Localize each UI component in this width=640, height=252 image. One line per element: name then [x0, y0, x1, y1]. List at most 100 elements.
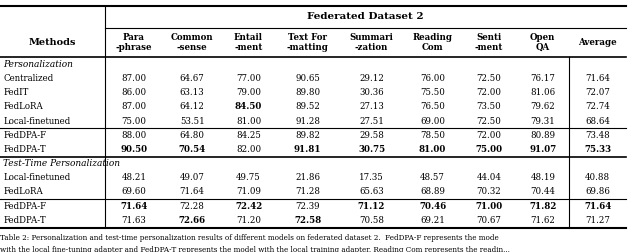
Text: 81.00: 81.00: [236, 116, 261, 125]
Text: 76.50: 76.50: [420, 102, 445, 111]
Text: FedDPA-T: FedDPA-T: [3, 145, 46, 154]
Text: Local-finetuned: Local-finetuned: [3, 116, 70, 125]
Text: 71.82: 71.82: [529, 202, 557, 211]
Text: 84.50: 84.50: [235, 102, 262, 111]
Text: 71.12: 71.12: [358, 202, 385, 211]
Text: Test-Time Personalization: Test-Time Personalization: [3, 159, 120, 168]
Text: 91.07: 91.07: [529, 145, 556, 154]
Text: 72.58: 72.58: [294, 216, 321, 225]
Text: FedDPA-T: FedDPA-T: [3, 216, 46, 225]
Text: 73.48: 73.48: [586, 131, 610, 140]
Text: 69.86: 69.86: [586, 187, 610, 197]
Text: 72.66: 72.66: [179, 216, 205, 225]
Text: 91.81: 91.81: [294, 145, 321, 154]
Text: Summari
-zation: Summari -zation: [349, 33, 394, 52]
Text: Federated Dataset 2: Federated Dataset 2: [307, 12, 424, 21]
Text: 73.50: 73.50: [477, 102, 501, 111]
Text: 68.89: 68.89: [420, 187, 445, 197]
Text: 81.06: 81.06: [531, 88, 556, 97]
Text: 48.21: 48.21: [122, 173, 147, 182]
Text: 89.82: 89.82: [295, 131, 320, 140]
Text: FedLoRA: FedLoRA: [3, 187, 43, 197]
Text: 72.39: 72.39: [296, 202, 320, 211]
Text: Local-finetuned: Local-finetuned: [3, 173, 70, 182]
Text: 70.67: 70.67: [476, 216, 501, 225]
Text: 40.88: 40.88: [585, 173, 611, 182]
Text: 89.52: 89.52: [295, 102, 320, 111]
Text: 71.00: 71.00: [476, 202, 502, 211]
Text: 72.00: 72.00: [476, 131, 501, 140]
Text: 89.80: 89.80: [295, 88, 320, 97]
Text: Methods: Methods: [29, 38, 76, 47]
Text: 71.64: 71.64: [120, 202, 148, 211]
Text: 29.58: 29.58: [359, 131, 384, 140]
Text: Open
QA: Open QA: [530, 33, 556, 52]
Text: 79.31: 79.31: [531, 116, 555, 125]
Text: 76.00: 76.00: [420, 74, 445, 83]
Text: 64.80: 64.80: [180, 131, 205, 140]
Text: 70.46: 70.46: [419, 202, 446, 211]
Text: 75.00: 75.00: [476, 145, 502, 154]
Text: 65.63: 65.63: [359, 187, 384, 197]
Text: 82.00: 82.00: [236, 145, 261, 154]
Text: 70.32: 70.32: [477, 187, 501, 197]
Text: Entail
-ment: Entail -ment: [234, 33, 263, 52]
Text: 64.12: 64.12: [180, 102, 205, 111]
Text: 88.00: 88.00: [122, 131, 147, 140]
Text: 68.64: 68.64: [586, 116, 610, 125]
Text: 72.74: 72.74: [586, 102, 610, 111]
Text: 70.44: 70.44: [531, 187, 556, 197]
Text: 70.58: 70.58: [359, 216, 384, 225]
Text: 72.07: 72.07: [586, 88, 610, 97]
Text: 17.35: 17.35: [359, 173, 384, 182]
Text: 79.62: 79.62: [531, 102, 555, 111]
Text: 72.42: 72.42: [235, 202, 262, 211]
Text: 90.65: 90.65: [295, 74, 320, 83]
Text: 71.64: 71.64: [586, 74, 610, 83]
Text: 75.00: 75.00: [122, 116, 147, 125]
Text: 44.04: 44.04: [476, 173, 501, 182]
Text: 71.64: 71.64: [584, 202, 611, 211]
Text: 81.00: 81.00: [419, 145, 446, 154]
Text: 48.19: 48.19: [531, 173, 556, 182]
Text: 70.54: 70.54: [179, 145, 206, 154]
Text: 71.62: 71.62: [531, 216, 556, 225]
Text: 69.00: 69.00: [420, 116, 445, 125]
Text: FedLoRA: FedLoRA: [3, 102, 43, 111]
Text: 27.51: 27.51: [359, 116, 384, 125]
Text: 69.60: 69.60: [122, 187, 147, 197]
Text: Text For
-matting: Text For -matting: [287, 33, 329, 52]
Text: 27.13: 27.13: [359, 102, 384, 111]
Text: 86.00: 86.00: [122, 88, 147, 97]
Text: 49.07: 49.07: [180, 173, 205, 182]
Text: 91.28: 91.28: [295, 116, 320, 125]
Text: 90.50: 90.50: [120, 145, 148, 154]
Text: 72.50: 72.50: [476, 74, 501, 83]
Text: 71.63: 71.63: [122, 216, 147, 225]
Text: 87.00: 87.00: [122, 74, 147, 83]
Text: Centralized: Centralized: [3, 74, 53, 83]
Text: 29.12: 29.12: [359, 74, 384, 83]
Text: Reading
Com: Reading Com: [413, 33, 452, 52]
Text: Senti
-ment: Senti -ment: [475, 33, 503, 52]
Text: 64.67: 64.67: [180, 74, 205, 83]
Text: FedIT: FedIT: [3, 88, 29, 97]
Text: 71.64: 71.64: [180, 187, 205, 197]
Text: Para
-phrase: Para -phrase: [116, 33, 152, 52]
Text: 53.51: 53.51: [180, 116, 205, 125]
Text: 48.57: 48.57: [420, 173, 445, 182]
Text: 71.27: 71.27: [586, 216, 610, 225]
Text: 78.50: 78.50: [420, 131, 445, 140]
Text: Average: Average: [579, 38, 617, 47]
Text: 87.00: 87.00: [122, 102, 147, 111]
Text: 71.28: 71.28: [295, 187, 320, 197]
Text: Common
-sense: Common -sense: [171, 33, 214, 52]
Text: 71.09: 71.09: [236, 187, 261, 197]
Text: 75.50: 75.50: [420, 88, 445, 97]
Text: 79.00: 79.00: [236, 88, 261, 97]
Text: FedDPA-F: FedDPA-F: [3, 131, 46, 140]
Text: with the local fine-tuning adapter and FedDPA-T represents the model with the lo: with the local fine-tuning adapter and F…: [0, 246, 510, 252]
Text: 30.75: 30.75: [358, 145, 385, 154]
Text: 76.17: 76.17: [531, 74, 556, 83]
Text: 69.21: 69.21: [420, 216, 445, 225]
